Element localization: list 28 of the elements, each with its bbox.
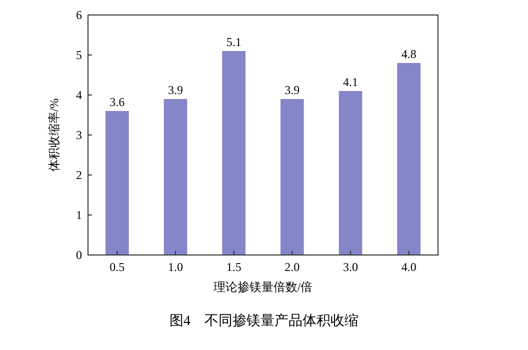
y-tick-label: 1 xyxy=(76,208,82,222)
y-tick-label: 2 xyxy=(76,168,82,182)
y-tick-label: 0 xyxy=(76,248,82,262)
bar xyxy=(280,99,304,255)
x-tick-label: 2.0 xyxy=(284,260,300,274)
bar xyxy=(397,63,420,255)
bar xyxy=(222,51,246,255)
data-label: 4.1 xyxy=(343,75,358,89)
x-tick-label: 3.0 xyxy=(343,260,358,274)
data-label: 3.6 xyxy=(110,95,125,109)
y-tick-label: 5 xyxy=(76,48,82,62)
data-label: 3.9 xyxy=(168,83,183,97)
bar xyxy=(164,99,188,255)
x-tick-label: 0.5 xyxy=(110,260,125,274)
x-tick-label: 1.0 xyxy=(168,260,183,274)
caption: 图4 不同掺镁量产品体积收缩 xyxy=(170,313,358,329)
y-tick-label: 3 xyxy=(76,128,82,142)
data-label: 3.9 xyxy=(284,83,300,97)
y-axis-title: 体积收缩率/% xyxy=(47,98,61,172)
x-axis-title: 理论掺镁量倍数/倍 xyxy=(213,280,313,294)
bar xyxy=(106,111,129,255)
y-tick-label: 6 xyxy=(76,8,82,22)
x-tick-label: 4.0 xyxy=(401,260,416,274)
x-tick-label: 1.5 xyxy=(226,260,242,274)
data-label: 5.1 xyxy=(226,35,242,49)
y-tick-label: 4 xyxy=(76,88,82,102)
data-label: 4.8 xyxy=(401,47,416,61)
bar xyxy=(338,91,362,255)
